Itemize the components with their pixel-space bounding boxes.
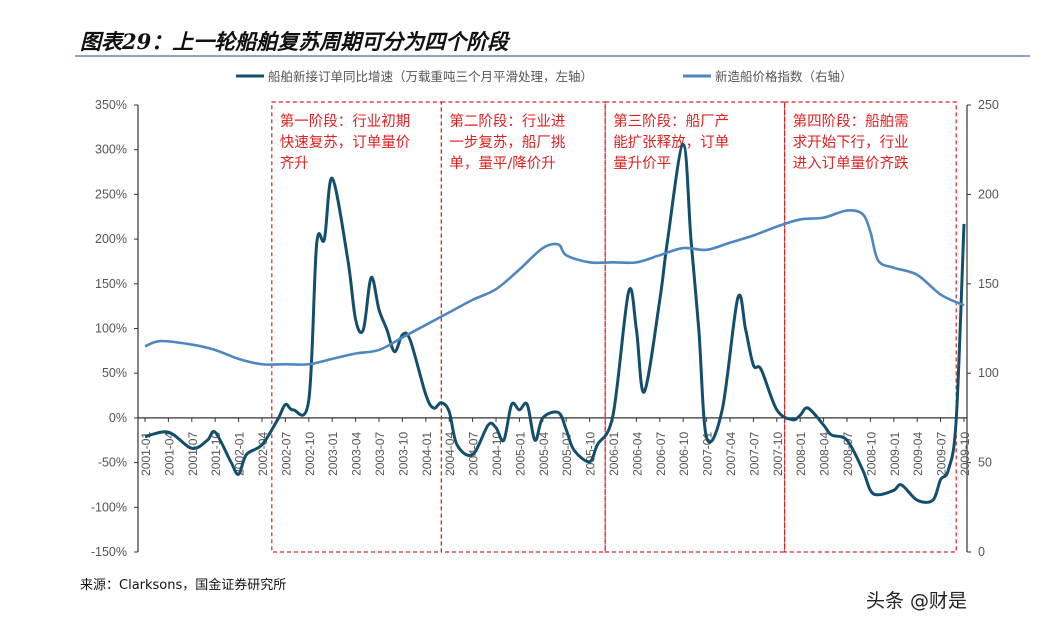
x-tick-label: 2002-04 — [256, 432, 270, 476]
x-tick-label: 2002-07 — [279, 432, 293, 476]
left-tick-label: -100% — [91, 500, 127, 514]
x-tick-label: 2004-10 — [490, 432, 504, 476]
x-tick-label: 2004-04 — [443, 432, 457, 476]
x-tick-label: 2008-01 — [794, 432, 808, 476]
x-tick-label: 2006-01 — [607, 432, 621, 476]
x-tick-label: 2009-07 — [935, 432, 949, 476]
x-tick-label: 2001-01 — [139, 432, 153, 476]
x-tick-label: 2005-04 — [537, 432, 551, 476]
phase-label: 求开始下行，行业 — [793, 134, 909, 151]
x-tick-label: 2001-10 — [209, 432, 223, 476]
right-tick-label: 250 — [978, 98, 999, 112]
x-tick-label: 2005-01 — [513, 432, 527, 476]
x-tick-label: 2008-10 — [864, 432, 878, 476]
phase-label: 单，量平/降价升 — [449, 155, 555, 172]
x-tick-label: 2006-04 — [630, 432, 644, 476]
right-tick-label: 50 — [978, 456, 992, 470]
right-tick-label: 200 — [978, 187, 999, 201]
phase-label: 量升价平 — [613, 155, 671, 172]
left-tick-label: 300% — [95, 143, 127, 157]
x-tick-label: 2003-07 — [373, 432, 387, 476]
x-tick-label: 2009-04 — [911, 432, 925, 476]
left-tick-label: 50% — [102, 366, 127, 380]
right-tick-label: 150 — [978, 277, 999, 291]
x-tick-label: 2009-01 — [888, 432, 902, 476]
left-tick-label: 250% — [95, 187, 127, 201]
left-tick-label: 350% — [95, 98, 127, 112]
x-tick-label: 2002-10 — [303, 432, 317, 476]
phase-label: 齐升 — [280, 155, 309, 172]
chart-title: 图表29：上一轮船舶复苏周期可分为四个阶段 — [80, 29, 509, 54]
left-tick-label: -50% — [98, 456, 127, 470]
x-tick-label: 2008-04 — [818, 432, 832, 476]
right-tick-label: 0 — [978, 545, 985, 559]
x-tick-label: 2007-04 — [724, 432, 738, 476]
phase-label: 第一阶段：行业初期 — [280, 112, 411, 130]
phase-label: 进入订单量价齐跌 — [793, 155, 909, 172]
watermark: 头条 @财是 — [866, 590, 968, 612]
x-tick-label: 2006-10 — [677, 432, 691, 476]
phase-box — [783, 101, 957, 553]
x-tick-label: 2004-01 — [420, 432, 434, 476]
left-tick-label: 0% — [109, 411, 127, 425]
phase-box — [440, 101, 606, 553]
x-tick-label: 2006-07 — [654, 432, 668, 476]
phase-label: 第二阶段：行业进 — [449, 112, 565, 130]
x-tick-label: 2001-04 — [162, 432, 176, 476]
legend-label: 新造船价格指数（右轴） — [715, 69, 853, 84]
x-tick-label: 2003-10 — [396, 432, 410, 476]
x-tick-label: 2001-07 — [186, 432, 200, 476]
x-tick-label: 2005-07 — [560, 432, 574, 476]
x-tick-label: 2005-10 — [584, 432, 598, 476]
x-tick-label: 2008-07 — [841, 432, 855, 476]
phase-label: 快速复苏，订单量价 — [280, 133, 411, 151]
phase-label: 第三阶段：船厂产 — [613, 112, 729, 130]
x-tick-label: 2007-07 — [747, 432, 761, 476]
phase-label: 一步复苏，船厂挑 — [449, 133, 565, 151]
phase-label: 能扩张释放，订单 — [613, 134, 729, 151]
x-tick-label: 2007-10 — [771, 432, 785, 476]
left-tick-label: -150% — [91, 545, 127, 559]
x-tick-label: 2003-04 — [350, 432, 364, 476]
source-note: 来源：Clarksons，国金证券研究所 — [80, 578, 287, 593]
phase-label: 第四阶段：船舶需 — [793, 112, 909, 130]
x-tick-label: 2003-01 — [326, 432, 340, 476]
left-tick-label: 100% — [95, 322, 127, 336]
x-tick-label: 2009-10 — [958, 432, 972, 476]
right-tick-label: 100 — [978, 366, 999, 380]
legend-label: 船舶新接订单同比增速（万载重吨三个月平滑处理，左轴） — [268, 69, 593, 84]
series-line-price — [144, 208, 965, 366]
left-tick-label: 150% — [95, 277, 127, 291]
left-tick-label: 200% — [95, 232, 127, 246]
